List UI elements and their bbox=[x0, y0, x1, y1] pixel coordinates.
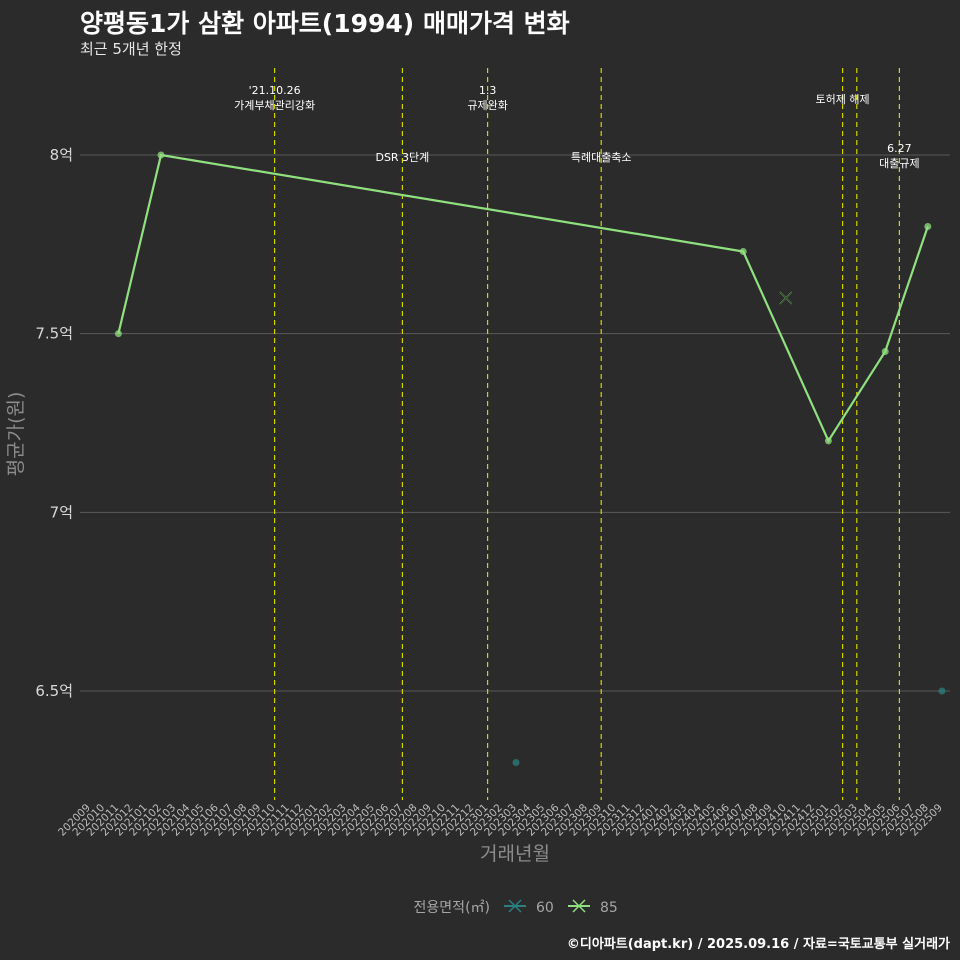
series-85-point bbox=[739, 247, 747, 255]
y-tick-label: 7.5억 bbox=[35, 325, 73, 343]
chart-subtitle: 최근 5개년 한정 bbox=[80, 40, 182, 58]
event-label-line: 대출규제 bbox=[879, 157, 919, 170]
series-85-point bbox=[824, 437, 832, 445]
series-85-point bbox=[881, 348, 889, 356]
event-label-line: 특례대출축소 bbox=[571, 151, 632, 164]
x-axis-title: 거래년월 bbox=[480, 843, 550, 865]
event-label-line: DSR 3단계 bbox=[375, 151, 429, 164]
series-85-point bbox=[157, 151, 165, 159]
event-label: '21.10.26 가계부채관리강화 bbox=[234, 84, 315, 112]
event-label-line: 1.3 bbox=[479, 84, 497, 97]
legend: 전용면적(㎡) 60 85 bbox=[414, 899, 618, 916]
gridlines bbox=[80, 154, 950, 692]
series-60-point bbox=[938, 687, 946, 695]
event-label-line: 6.27 bbox=[887, 142, 912, 155]
event-label-line: '21.10.26 bbox=[249, 84, 301, 97]
series-60-point bbox=[512, 758, 520, 766]
source-caption: ©디아파트(dapt.kr) / 2025.09.16 / 자료=국토교통부 실… bbox=[566, 937, 950, 952]
y-axis-title: 평균가(원) bbox=[5, 392, 27, 477]
series-85-cross-point bbox=[779, 291, 793, 305]
event-label-line: 가계부채관리강화 bbox=[234, 99, 315, 112]
legend-key-cross bbox=[508, 899, 522, 913]
series-85-line bbox=[117, 153, 929, 444]
series-85-point bbox=[924, 222, 932, 230]
y-tick-label: 8억 bbox=[50, 146, 73, 164]
legend-key-85 bbox=[568, 899, 590, 913]
legend-title: 전용면적(㎡) bbox=[414, 900, 490, 916]
legend-label-60: 60 bbox=[536, 900, 554, 916]
chart-title: 양평동1가 삼환 아파트(1994) 매매가격 변화 bbox=[80, 9, 570, 38]
event-label: 1.3 규제완화 bbox=[467, 84, 507, 112]
legend-label-85: 85 bbox=[600, 900, 618, 916]
y-tick-label: 7억 bbox=[50, 503, 73, 521]
event-label-line: 토허제 해제 bbox=[816, 92, 870, 106]
legend-key-cross bbox=[572, 899, 586, 913]
series-85-point bbox=[114, 330, 122, 338]
event-label: 토허제 해제 bbox=[816, 92, 870, 106]
event-label: DSR 3단계 bbox=[375, 151, 429, 164]
y-tick-label: 6.5억 bbox=[35, 682, 73, 700]
event-label: 6.27 대출규제 bbox=[879, 142, 919, 170]
event-label: 특례대출축소 bbox=[571, 151, 632, 164]
cross-stroke bbox=[779, 291, 793, 305]
legend-key-60 bbox=[504, 899, 526, 913]
event-label-line: 규제완화 bbox=[467, 99, 507, 112]
x-axis-ticks: 2020092020102020112020122021012021022021… bbox=[56, 802, 945, 839]
y-axis-ticks: 6.5억 7억 7.5억 8억 bbox=[35, 146, 73, 700]
series-layer bbox=[114, 151, 946, 766]
